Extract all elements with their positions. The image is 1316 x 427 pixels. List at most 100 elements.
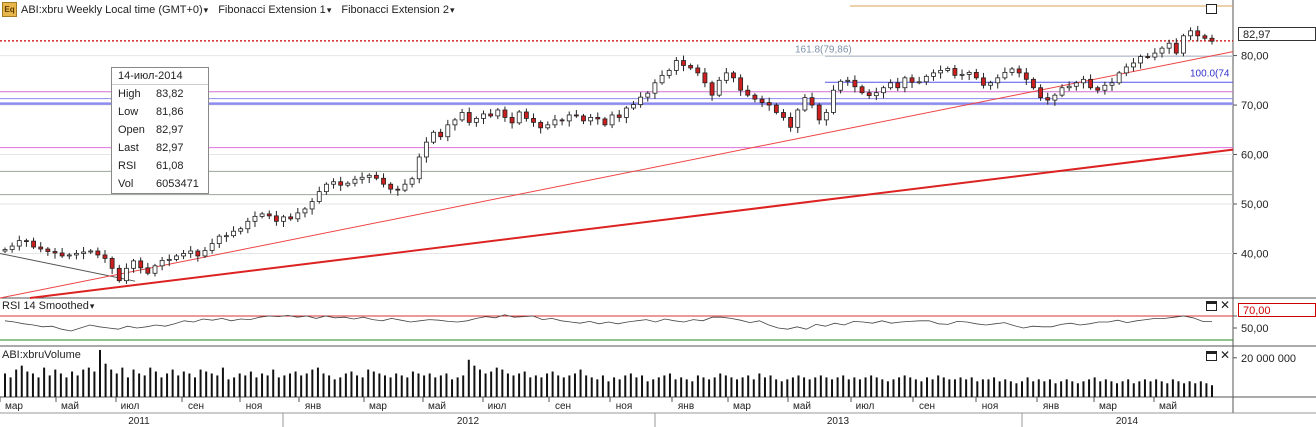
month-label: ноя (982, 401, 999, 412)
candle-body (659, 74, 665, 84)
candle-body (345, 182, 351, 186)
candle-body (302, 208, 308, 214)
info-value: 61,08 (156, 160, 184, 172)
candle-body (773, 104, 779, 113)
candle-body (788, 117, 794, 128)
info-row: Open 82,97 (112, 121, 208, 139)
candle-body (859, 86, 865, 94)
candle-body (245, 220, 251, 230)
candle-body (781, 112, 786, 118)
candle-body (359, 176, 365, 180)
candle-body (616, 114, 622, 118)
rsi-panel-close-icon[interactable]: ✕ (1220, 298, 1231, 312)
candle-body (1109, 82, 1115, 86)
candle-body (831, 89, 836, 113)
candle-body (1016, 68, 1022, 74)
info-label: Last (118, 142, 139, 154)
candle-body (266, 213, 272, 217)
candle-body (988, 82, 993, 86)
candle-body (102, 254, 108, 259)
candle-body (888, 82, 894, 89)
candle-body (602, 118, 608, 126)
candle-body (388, 183, 394, 190)
info-row: High 83,82 (112, 85, 208, 103)
candle-body (1188, 30, 1193, 37)
candle-body (873, 92, 879, 97)
fib-extension-2-menu[interactable]: Fibonacci Extension 2 (341, 4, 454, 16)
candle-body (138, 260, 144, 269)
candle-body (273, 215, 279, 222)
candle-body (709, 82, 715, 96)
fib-extension-1-menu[interactable]: Fibonacci Extension 1 (218, 4, 331, 16)
info-date: 14-июл-2014 (112, 68, 208, 85)
candle-body (209, 243, 215, 251)
candle-body (281, 216, 286, 222)
candle-body (409, 178, 415, 185)
candle-body (652, 82, 658, 94)
candle-body (431, 131, 436, 143)
month-label: мар (369, 401, 387, 412)
candle-body (1102, 84, 1108, 91)
info-value: 82,97 (156, 124, 184, 136)
candle-body (1023, 72, 1029, 80)
fib-annotation-label: 161.8(79,86) (795, 44, 852, 55)
month-label: янв (1043, 401, 1059, 412)
ohlc-info-box: 14-июл-2014 High 83,82 Low 81,86 Open 82,97… (111, 67, 209, 194)
candle-body (559, 119, 565, 122)
volume-axis-tick-label: 20 000 000 (1241, 353, 1296, 365)
fib-annotation-label: 100.0(74 (1190, 68, 1230, 79)
volume-panel-close-icon[interactable]: ✕ (1220, 348, 1231, 362)
rsi-panel-maximize-button[interactable] (1206, 301, 1217, 311)
candle-body (1123, 66, 1129, 74)
candle-body (1066, 85, 1072, 89)
candle-body (573, 114, 579, 117)
candle-body (959, 73, 965, 76)
candle-body (352, 178, 358, 184)
candle-body (416, 156, 422, 180)
candle-body (502, 109, 508, 118)
candle-body (52, 251, 58, 254)
candle-body (702, 72, 708, 84)
price-axis-tick-label: 60,00 (1241, 150, 1269, 162)
candle-body (88, 250, 94, 253)
candle-body (423, 141, 429, 158)
candle-body (609, 114, 615, 126)
candle-body (202, 250, 208, 257)
candle-body (1081, 78, 1086, 84)
symbol-menu[interactable]: ABI:xbru Weekly Local time (GMT+0) (21, 4, 208, 16)
equity-icon[interactable]: Eq (2, 2, 17, 17)
price-panel-maximize-button[interactable] (1206, 4, 1217, 14)
info-value: 6053471 (156, 178, 199, 190)
candle-body (1038, 87, 1043, 99)
chart-header: Eq ABI:xbru Weekly Local time (GMT+0) Fi… (2, 2, 461, 17)
candle-body (738, 77, 744, 91)
candle-body (188, 250, 194, 254)
candle-body (216, 235, 222, 244)
month-label: сен (188, 401, 204, 412)
candle-body (2, 249, 8, 252)
candle-body (445, 124, 451, 138)
candle-body (466, 112, 472, 123)
info-label: Vol (118, 178, 134, 190)
candle-body (309, 201, 315, 210)
price-axis-tick-label: 70,00 (1241, 100, 1269, 112)
candle-body (673, 60, 679, 71)
candle-body (181, 253, 186, 257)
candle-body (259, 213, 265, 217)
volume-panel-maximize-button[interactable] (1206, 351, 1217, 361)
candle-body (402, 183, 408, 191)
candle-body (638, 96, 644, 105)
candle-body (1181, 35, 1186, 54)
month-label: сен (919, 401, 935, 412)
candle-body (473, 118, 479, 123)
candle-body (631, 104, 636, 109)
candle-body (1045, 97, 1051, 101)
candle-body (366, 174, 372, 178)
candle-body (802, 97, 808, 111)
candle-body (973, 72, 979, 79)
candle-body (109, 258, 115, 269)
candle-body (716, 79, 722, 96)
year-label: 2014 (1116, 416, 1139, 427)
rsi-panel-label[interactable]: RSI 14 Smoothed (2, 300, 94, 312)
